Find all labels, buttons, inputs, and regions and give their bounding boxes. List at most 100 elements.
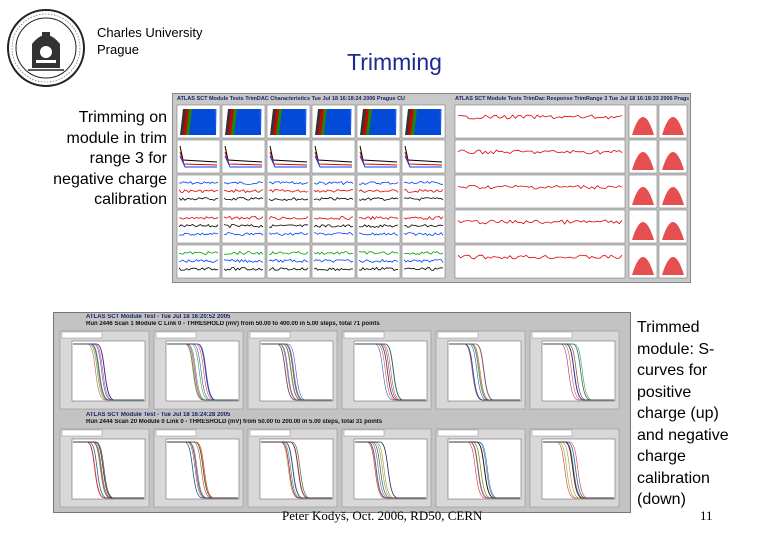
trimdac-subplot xyxy=(176,174,221,209)
trimdac-subplot xyxy=(176,244,221,279)
trimrange-panel-header: ATLAS SCT Module Tests TrimDac Response … xyxy=(455,96,689,102)
response-line xyxy=(457,184,623,190)
gaussian-subplot xyxy=(628,139,658,174)
plot-area xyxy=(447,340,522,402)
noise-line xyxy=(268,189,309,193)
subplot-frame xyxy=(311,174,356,209)
scurve-line xyxy=(73,343,144,401)
scurve-line xyxy=(543,441,614,499)
scurve-line xyxy=(261,343,332,401)
trimming-plots xyxy=(176,104,688,279)
scurve-subplot xyxy=(341,330,432,410)
scurves-figure: ATLAS SCT Module Test - Tue Jul 18 16:20… xyxy=(53,312,631,513)
noise-line xyxy=(223,267,264,271)
scurve-line xyxy=(73,441,144,499)
trimdac-subplot xyxy=(311,244,356,279)
test-header-positive: ATLAS SCT Module Test - Tue Jul 18 16:20… xyxy=(86,314,231,320)
scurve-plots xyxy=(59,330,620,508)
scurve-line xyxy=(167,441,238,499)
noise-line xyxy=(178,259,219,263)
gaussian-peak xyxy=(632,152,654,170)
right-caption-line: charge xyxy=(637,448,686,465)
scurve-subplot xyxy=(435,428,526,508)
noise-line xyxy=(358,181,399,185)
trimdac-subplot xyxy=(176,209,221,244)
right-caption-line: (down) xyxy=(637,491,686,508)
left-caption-line: negative charge xyxy=(53,170,167,188)
scurve-line xyxy=(261,343,332,401)
scurve-line xyxy=(355,441,426,499)
response-line xyxy=(457,149,623,155)
scurve-line xyxy=(261,441,332,499)
scurve-subplot xyxy=(153,330,244,410)
trimdac-subplot xyxy=(266,104,311,139)
noise-line xyxy=(223,224,264,229)
trimdac-subplot xyxy=(266,174,311,209)
chip-tab xyxy=(61,331,103,339)
trimdac-subplot xyxy=(221,174,266,209)
trimdac-subplot xyxy=(311,104,356,139)
scurve-line xyxy=(355,343,426,401)
scurve-line xyxy=(543,441,614,499)
scurve-line xyxy=(261,343,332,401)
scurve-line xyxy=(73,441,144,499)
scurve-line xyxy=(449,343,520,401)
noise-line xyxy=(403,197,444,201)
left-caption-line: range 3 for xyxy=(89,150,167,167)
scurve-line xyxy=(261,343,332,401)
noise-line xyxy=(178,189,218,194)
response-line xyxy=(457,114,623,120)
scurve-line xyxy=(167,343,238,401)
noise-line xyxy=(268,267,309,271)
left-caption-line: calibration xyxy=(94,191,167,208)
plot-area xyxy=(71,438,146,500)
noise-line xyxy=(178,181,219,185)
subplot-frame xyxy=(356,139,401,174)
trimdac-subplot xyxy=(221,104,266,139)
noise-line xyxy=(313,197,354,201)
scurve-line xyxy=(261,343,332,401)
scurve-line xyxy=(167,441,238,499)
scurve-line xyxy=(449,343,520,401)
scurve-line xyxy=(449,343,520,401)
chip-tab xyxy=(437,429,479,437)
scurve-subplot xyxy=(59,428,150,508)
trimrange-subplot xyxy=(454,139,626,174)
noise-line xyxy=(403,232,444,237)
subplot-frame xyxy=(356,174,401,209)
subplot-frame xyxy=(454,209,626,244)
scurve-subplot xyxy=(529,330,620,410)
trend-line xyxy=(224,155,262,168)
scurve-line xyxy=(449,441,520,499)
scurve-line xyxy=(167,343,238,401)
scurve-line xyxy=(261,441,332,499)
scurve-line xyxy=(449,441,520,499)
trimdac-subplot xyxy=(356,104,401,139)
chip-tab xyxy=(155,331,197,339)
noise-line xyxy=(358,258,399,263)
noise-line xyxy=(313,232,354,236)
trimrange-subplot xyxy=(454,244,626,279)
noise-line xyxy=(403,224,444,228)
gaussian-peak xyxy=(632,257,654,275)
trend-line xyxy=(314,155,352,168)
scurve-line xyxy=(355,343,426,401)
chip-tab xyxy=(343,331,385,339)
trimdac-subplot xyxy=(266,139,311,174)
scurve-line xyxy=(449,441,520,499)
scurve-line xyxy=(355,441,426,499)
trimrange-subplot xyxy=(454,209,626,244)
noise-line xyxy=(358,224,399,228)
trimdac-subplot xyxy=(176,104,221,139)
scurve-line xyxy=(543,441,614,499)
plot-area xyxy=(71,340,146,402)
scurve-subplot xyxy=(59,330,150,410)
gaussian-subplot xyxy=(658,209,688,244)
subplot-frame xyxy=(311,244,356,279)
scurve-line xyxy=(543,441,614,499)
scurve-subplot xyxy=(153,428,244,508)
trend-line xyxy=(269,155,307,168)
noise-line xyxy=(178,224,219,228)
scurve-line xyxy=(543,343,614,401)
scurve-line xyxy=(355,343,426,401)
